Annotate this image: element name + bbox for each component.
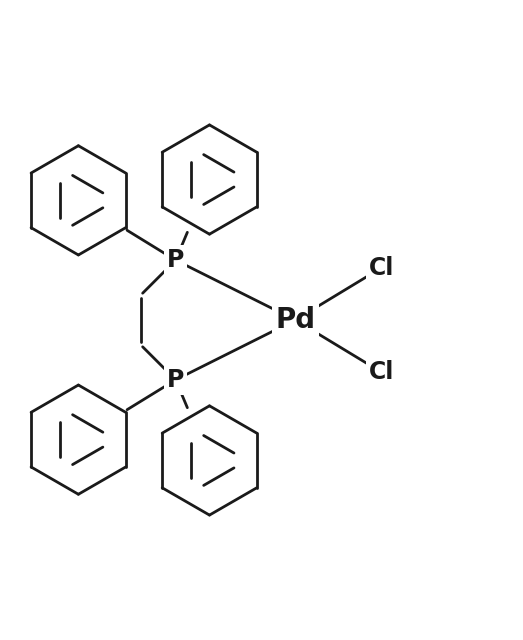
Text: P: P bbox=[167, 248, 184, 272]
Text: P: P bbox=[167, 368, 184, 392]
Text: Cl: Cl bbox=[369, 256, 394, 280]
Text: Cl: Cl bbox=[369, 360, 394, 384]
Text: Pd: Pd bbox=[275, 306, 315, 334]
